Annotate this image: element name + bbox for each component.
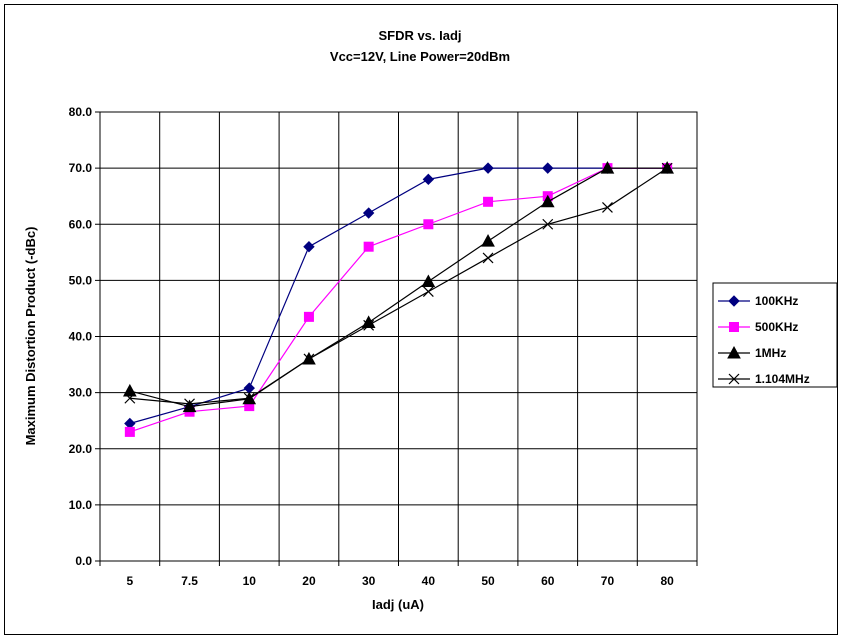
- data-point-500khz: [124, 426, 135, 437]
- y-tick-label: 50.0: [69, 273, 93, 287]
- data-point-500khz: [363, 241, 374, 252]
- legend-marker-1mhz: [727, 345, 741, 359]
- y-tick-label: 10.0: [69, 498, 93, 512]
- y-tick-label: 20.0: [69, 442, 93, 456]
- x-tick-label: 30: [362, 574, 376, 588]
- x-tick-label: 10: [243, 574, 257, 588]
- data-point-100khz: [303, 240, 315, 253]
- y-tick-label: 60.0: [69, 217, 93, 231]
- legend-label-1-104mhz: 1.104MHz: [755, 372, 810, 386]
- chart-subtitle: Vcc=12V, Line Power=20dBm: [330, 49, 510, 64]
- x-marker-stroke: [542, 218, 554, 230]
- data-point-1-104mhz: [303, 353, 315, 365]
- data-point-1-104mhz: [542, 218, 554, 230]
- legend-marker-500khz: [729, 322, 739, 332]
- x-marker-stroke: [184, 398, 195, 410]
- data-point-1-104mhz: [602, 201, 613, 213]
- x-tick-label: 5: [127, 574, 134, 588]
- x-tick-label: 70: [601, 574, 615, 588]
- legend-marker-100khz: [728, 295, 740, 307]
- data-point-500khz: [423, 219, 434, 230]
- series-line-1mhz: [129, 167, 668, 408]
- x-marker-stroke: [482, 252, 494, 264]
- data-point-100khz: [542, 162, 554, 174]
- y-tick-label: 30.0: [69, 386, 93, 400]
- data-point-100khz: [482, 162, 494, 174]
- data-point-100khz: [362, 207, 375, 219]
- x-marker-stroke: [363, 319, 375, 331]
- data-point-500khz: [303, 311, 314, 322]
- x-marker-stroke: [124, 392, 136, 404]
- chart-frame: SFDR vs. Iadj Vcc=12V, Line Power=20dBm …: [4, 4, 838, 635]
- data-point-1-104mhz: [184, 398, 195, 410]
- line-chart: SFDR vs. Iadj Vcc=12V, Line Power=20dBm …: [23, 28, 838, 612]
- data-point-500khz: [483, 196, 494, 207]
- x-marker-stroke: [243, 392, 255, 404]
- x-tick-label: 7.5: [181, 574, 198, 588]
- data-point-1-104mhz: [243, 392, 255, 404]
- x-marker-stroke: [422, 286, 434, 298]
- y-axis-label: Maximum Distortion Product (-dBc): [23, 227, 38, 446]
- y-tick-label: 0.0: [75, 554, 92, 568]
- data-point-1mhz: [540, 194, 555, 208]
- data-point-100khz: [422, 173, 435, 186]
- x-marker-stroke: [728, 373, 740, 385]
- x-tick-label: 40: [422, 574, 436, 588]
- data-point-1mhz: [123, 383, 137, 397]
- axes: 0.0 10.0 20.0 30.0 40.0 50.0 60.0 70.0 80.0 5 7.5 1…: [69, 105, 698, 588]
- x-tick-label: 60: [541, 574, 555, 588]
- legend-label-1mhz: 1MHz: [755, 346, 786, 360]
- x-marker-stroke: [303, 353, 315, 365]
- chart-title: SFDR vs. Iadj: [378, 28, 461, 43]
- legend: 100KHz 500KHz 1MHz 1.104MHz: [712, 282, 838, 388]
- y-tick-label: 80.0: [69, 105, 93, 119]
- data-point-1-104mhz: [363, 319, 375, 331]
- legend-label-500khz: 500KHz: [755, 320, 798, 334]
- x-tick-label: 50: [481, 574, 495, 588]
- x-tick-label: 80: [660, 574, 674, 588]
- data-point-1-104mhz: [422, 286, 434, 298]
- x-marker-stroke: [602, 201, 613, 213]
- x-marker-stroke: [661, 162, 673, 174]
- series-layer: [123, 161, 674, 437]
- legend-marker-1-104mhz: [728, 373, 740, 385]
- y-tick-label: 70.0: [69, 161, 93, 175]
- data-point-1mhz: [481, 234, 495, 247]
- series-line-500khz: [129, 167, 668, 433]
- x-axis-label: Iadj (uA): [372, 597, 424, 612]
- series-line-1-104mhz: [129, 167, 668, 405]
- y-tick-label: 40.0: [69, 330, 93, 344]
- data-point-1-104mhz: [124, 392, 136, 404]
- x-tick-label: 20: [302, 574, 316, 588]
- data-point-1mhz: [421, 274, 436, 287]
- data-point-1mhz: [600, 161, 615, 174]
- legend-label-100khz: 100KHz: [755, 294, 798, 308]
- plot-border: [99, 111, 698, 562]
- series-line-100khz: [129, 167, 668, 425]
- data-point-1-104mhz: [482, 252, 494, 264]
- data-point-1-104mhz: [661, 162, 673, 174]
